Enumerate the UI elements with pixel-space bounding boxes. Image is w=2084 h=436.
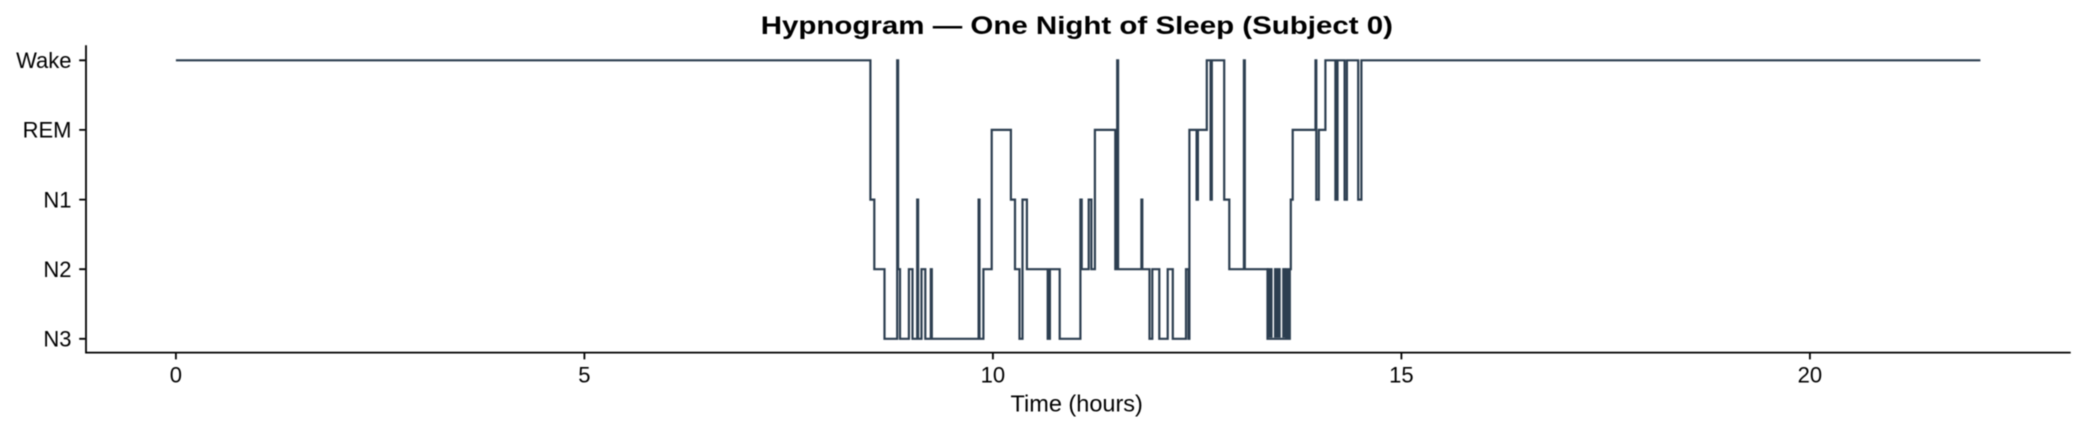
svg-text:N1: N1 bbox=[43, 187, 71, 212]
svg-text:REM: REM bbox=[23, 118, 72, 143]
svg-text:Time (hours): Time (hours) bbox=[1011, 391, 1143, 417]
svg-text:Wake: Wake bbox=[16, 48, 71, 73]
svg-text:N3: N3 bbox=[43, 327, 71, 352]
svg-text:0: 0 bbox=[170, 363, 182, 388]
svg-text:15: 15 bbox=[1389, 363, 1413, 388]
svg-text:20: 20 bbox=[1798, 363, 1822, 388]
svg-text:5: 5 bbox=[578, 363, 590, 388]
svg-text:Hypnogram — One Night of Sleep: Hypnogram — One Night of Sleep (Subject … bbox=[761, 11, 1393, 39]
svg-text:N2: N2 bbox=[43, 257, 71, 282]
svg-text:10: 10 bbox=[981, 363, 1005, 388]
